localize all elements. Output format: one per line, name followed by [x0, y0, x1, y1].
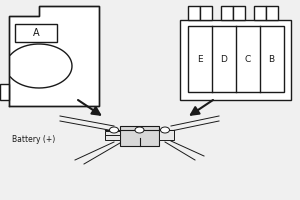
Bar: [220, 6, 232, 20]
Text: E: E: [197, 54, 202, 64]
Bar: [180, 20, 291, 100]
Bar: [159, 130, 174, 140]
Bar: [0, 84, 9, 100]
Bar: [15, 24, 57, 42]
Text: B: B: [268, 54, 274, 64]
Bar: [105, 131, 120, 136]
Polygon shape: [9, 6, 99, 106]
Bar: [188, 6, 200, 20]
Text: C: C: [244, 54, 250, 64]
Bar: [120, 126, 159, 146]
Bar: [105, 135, 120, 140]
Bar: [232, 6, 244, 20]
Bar: [188, 26, 284, 92]
Bar: [200, 6, 211, 20]
Circle shape: [160, 127, 169, 133]
Text: D: D: [220, 54, 227, 64]
Text: A: A: [33, 28, 39, 38]
Circle shape: [135, 127, 144, 133]
Bar: [254, 6, 266, 20]
Circle shape: [110, 127, 118, 133]
Text: Battery (+): Battery (+): [12, 136, 55, 144]
Bar: [266, 6, 278, 20]
